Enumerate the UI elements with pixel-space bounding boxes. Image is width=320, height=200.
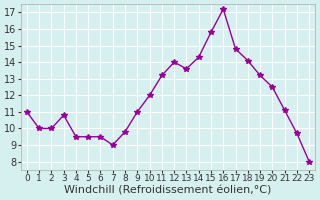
- X-axis label: Windchill (Refroidissement éolien,°C): Windchill (Refroidissement éolien,°C): [64, 186, 272, 196]
